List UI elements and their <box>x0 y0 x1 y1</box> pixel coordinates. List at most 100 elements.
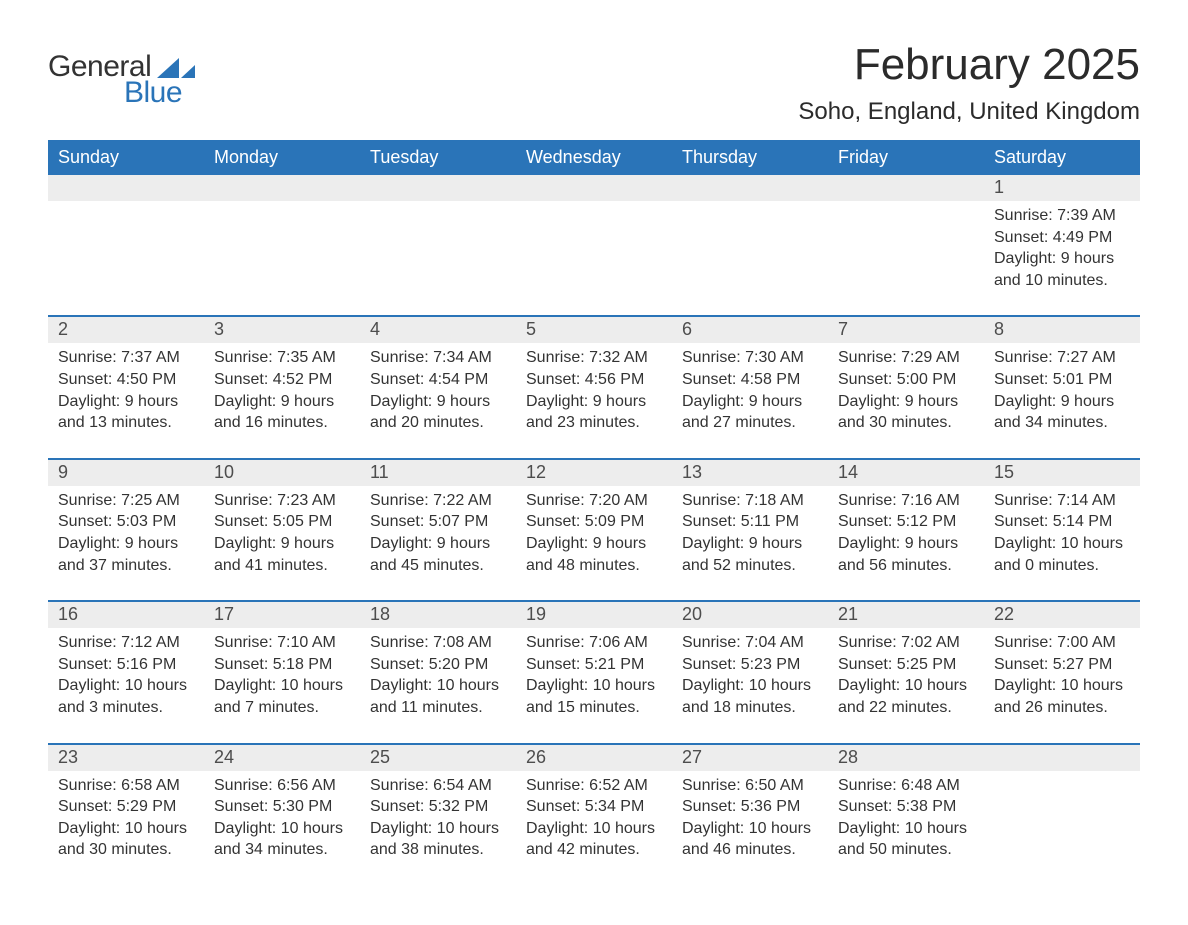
day-number <box>672 175 828 201</box>
daynum-row: 1 <box>48 175 1140 201</box>
daylight2-text: and 38 minutes. <box>370 839 506 861</box>
week-row: 232425262728Sunrise: 6:58 AMSunset: 5:29… <box>48 743 1140 885</box>
daylight1-text: Daylight: 9 hours <box>682 533 818 555</box>
daylight2-text: and 0 minutes. <box>994 555 1130 577</box>
day-info-cell <box>204 201 360 315</box>
month-title: February 2025 <box>798 40 1140 90</box>
day-info-cell <box>672 201 828 315</box>
day-number: 15 <box>984 460 1140 486</box>
info-row: Sunrise: 7:37 AMSunset: 4:50 PMDaylight:… <box>48 343 1140 457</box>
daylight2-text: and 10 minutes. <box>994 270 1130 292</box>
sunset-text: Sunset: 5:11 PM <box>682 511 818 533</box>
week-row: 16171819202122Sunrise: 7:12 AMSunset: 5:… <box>48 600 1140 742</box>
day-number: 5 <box>516 317 672 343</box>
daylight2-text: and 30 minutes. <box>838 412 974 434</box>
day-info-cell: Sunrise: 7:04 AMSunset: 5:23 PMDaylight:… <box>672 628 828 742</box>
daylight2-text: and 18 minutes. <box>682 697 818 719</box>
day-info-cell <box>516 201 672 315</box>
sunrise-text: Sunrise: 7:23 AM <box>214 490 350 512</box>
daylight1-text: Daylight: 10 hours <box>838 818 974 840</box>
title-block: February 2025 Soho, England, United King… <box>798 40 1140 126</box>
sunset-text: Sunset: 5:20 PM <box>370 654 506 676</box>
day-number: 27 <box>672 745 828 771</box>
day-number: 11 <box>360 460 516 486</box>
daylight2-text: and 3 minutes. <box>58 697 194 719</box>
sunrise-text: Sunrise: 7:10 AM <box>214 632 350 654</box>
daylight2-text: and 34 minutes. <box>994 412 1130 434</box>
day-number: 6 <box>672 317 828 343</box>
sunrise-text: Sunrise: 6:58 AM <box>58 775 194 797</box>
day-info-cell: Sunrise: 7:06 AMSunset: 5:21 PMDaylight:… <box>516 628 672 742</box>
daylight2-text: and 45 minutes. <box>370 555 506 577</box>
sunset-text: Sunset: 4:52 PM <box>214 369 350 391</box>
day-info-cell <box>360 201 516 315</box>
day-number <box>828 175 984 201</box>
daylight2-text: and 13 minutes. <box>58 412 194 434</box>
day-info-cell: Sunrise: 7:02 AMSunset: 5:25 PMDaylight:… <box>828 628 984 742</box>
sunset-text: Sunset: 5:21 PM <box>526 654 662 676</box>
daylight2-text: and 11 minutes. <box>370 697 506 719</box>
weekday-header: Wednesday <box>516 140 672 175</box>
daylight1-text: Daylight: 9 hours <box>682 391 818 413</box>
daylight1-text: Daylight: 10 hours <box>682 818 818 840</box>
day-number: 7 <box>828 317 984 343</box>
sunrise-text: Sunrise: 7:04 AM <box>682 632 818 654</box>
sunset-text: Sunset: 4:56 PM <box>526 369 662 391</box>
sunset-text: Sunset: 5:05 PM <box>214 511 350 533</box>
daylight1-text: Daylight: 9 hours <box>994 391 1130 413</box>
day-info-cell: Sunrise: 7:10 AMSunset: 5:18 PMDaylight:… <box>204 628 360 742</box>
daylight2-text: and 46 minutes. <box>682 839 818 861</box>
daylight1-text: Daylight: 9 hours <box>370 391 506 413</box>
day-number: 19 <box>516 602 672 628</box>
header: General Blue February 2025 Soho, England… <box>48 40 1140 126</box>
sunrise-text: Sunrise: 7:08 AM <box>370 632 506 654</box>
daylight1-text: Daylight: 10 hours <box>370 818 506 840</box>
sunrise-text: Sunrise: 6:50 AM <box>682 775 818 797</box>
day-info-cell: Sunrise: 7:30 AMSunset: 4:58 PMDaylight:… <box>672 343 828 457</box>
sunrise-text: Sunrise: 7:30 AM <box>682 347 818 369</box>
logo-word-blue: Blue <box>124 76 182 110</box>
daylight2-text: and 27 minutes. <box>682 412 818 434</box>
sunrise-text: Sunrise: 6:54 AM <box>370 775 506 797</box>
week-row: 2345678Sunrise: 7:37 AMSunset: 4:50 PMDa… <box>48 315 1140 457</box>
day-info-cell: Sunrise: 7:22 AMSunset: 5:07 PMDaylight:… <box>360 486 516 600</box>
daylight1-text: Daylight: 9 hours <box>214 391 350 413</box>
day-info-cell: Sunrise: 7:00 AMSunset: 5:27 PMDaylight:… <box>984 628 1140 742</box>
sunset-text: Sunset: 4:54 PM <box>370 369 506 391</box>
daylight1-text: Daylight: 10 hours <box>994 675 1130 697</box>
daylight1-text: Daylight: 9 hours <box>838 391 974 413</box>
daylight2-text: and 30 minutes. <box>58 839 194 861</box>
daylight2-text: and 16 minutes. <box>214 412 350 434</box>
day-number: 18 <box>360 602 516 628</box>
weekday-header: Tuesday <box>360 140 516 175</box>
sunrise-text: Sunrise: 7:12 AM <box>58 632 194 654</box>
weekday-header: Saturday <box>984 140 1140 175</box>
sunrise-text: Sunrise: 7:14 AM <box>994 490 1130 512</box>
daylight2-text: and 23 minutes. <box>526 412 662 434</box>
calendar: SundayMondayTuesdayWednesdayThursdayFrid… <box>48 140 1140 885</box>
location-subtitle: Soho, England, United Kingdom <box>798 98 1140 126</box>
sunset-text: Sunset: 5:25 PM <box>838 654 974 676</box>
sunrise-text: Sunrise: 7:00 AM <box>994 632 1130 654</box>
sunset-text: Sunset: 5:30 PM <box>214 796 350 818</box>
day-info-cell: Sunrise: 7:35 AMSunset: 4:52 PMDaylight:… <box>204 343 360 457</box>
day-info-cell: Sunrise: 7:12 AMSunset: 5:16 PMDaylight:… <box>48 628 204 742</box>
daylight1-text: Daylight: 10 hours <box>58 818 194 840</box>
weekday-header-row: SundayMondayTuesdayWednesdayThursdayFrid… <box>48 140 1140 175</box>
sunset-text: Sunset: 5:12 PM <box>838 511 974 533</box>
daylight1-text: Daylight: 9 hours <box>526 533 662 555</box>
sunset-text: Sunset: 5:01 PM <box>994 369 1130 391</box>
sunrise-text: Sunrise: 6:48 AM <box>838 775 974 797</box>
day-info-cell: Sunrise: 7:16 AMSunset: 5:12 PMDaylight:… <box>828 486 984 600</box>
daylight1-text: Daylight: 9 hours <box>994 248 1130 270</box>
daylight1-text: Daylight: 10 hours <box>526 675 662 697</box>
weekday-header: Sunday <box>48 140 204 175</box>
day-info-cell: Sunrise: 6:52 AMSunset: 5:34 PMDaylight:… <box>516 771 672 885</box>
sunset-text: Sunset: 5:34 PM <box>526 796 662 818</box>
day-number: 20 <box>672 602 828 628</box>
daylight1-text: Daylight: 10 hours <box>58 675 194 697</box>
sunrise-text: Sunrise: 7:29 AM <box>838 347 974 369</box>
sunset-text: Sunset: 5:14 PM <box>994 511 1130 533</box>
sunrise-text: Sunrise: 7:18 AM <box>682 490 818 512</box>
daynum-row: 9101112131415 <box>48 460 1140 486</box>
